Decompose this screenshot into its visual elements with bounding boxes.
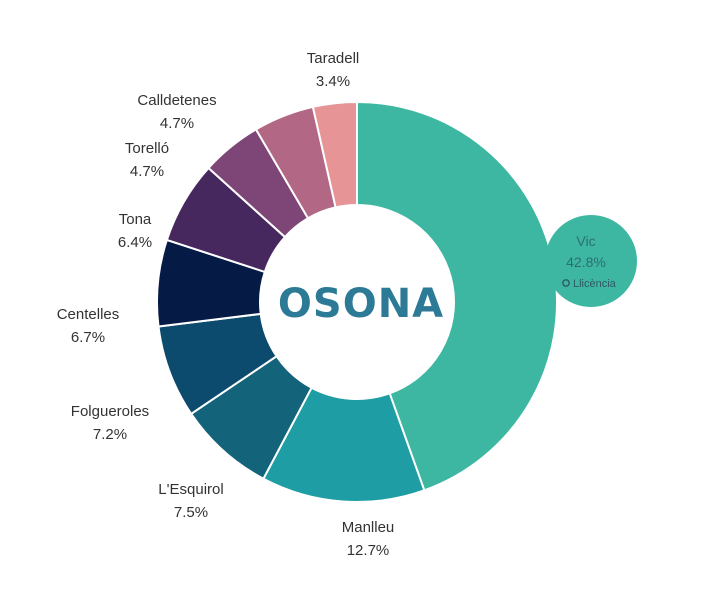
chart-title: OSONA [278,281,444,327]
slices-group [156,100,558,503]
value-taradell: 3.4% [316,73,350,90]
bubble-circle [545,215,637,307]
label-manlleu: Manlleu [342,519,395,536]
value-centelles: 6.7% [71,329,105,346]
label-lesquirol: L'Esquirol [158,481,223,498]
bubble-value: 42.8% [566,254,606,270]
label-calldetenes: Calldetenes [137,92,216,109]
label-tona: Tona [119,211,152,228]
value-lesquirol: 7.5% [174,504,208,521]
label-centelles: Centelles [57,306,120,323]
labels-group: Taradell 3.4% Calldetenes 4.7% Torelló 4… [57,50,395,559]
value-manlleu: 12.7% [347,542,390,559]
value-calldetenes: 4.7% [160,115,194,132]
label-folgueroles: Folgueroles [71,403,149,420]
donut-hole [260,205,454,399]
vic-tooltip-bubble[interactable]: Vic 42.8% Llicència [545,215,637,307]
label-torello: Torelló [125,140,169,157]
value-torello: 4.7% [130,163,164,180]
license-icon [562,279,570,287]
value-folgueroles: 7.2% [93,426,127,443]
label-taradell: Taradell [307,50,360,67]
bubble-label: Vic [576,233,595,249]
license-link[interactable]: Llicència [573,278,617,290]
value-tona: 6.4% [118,234,152,251]
